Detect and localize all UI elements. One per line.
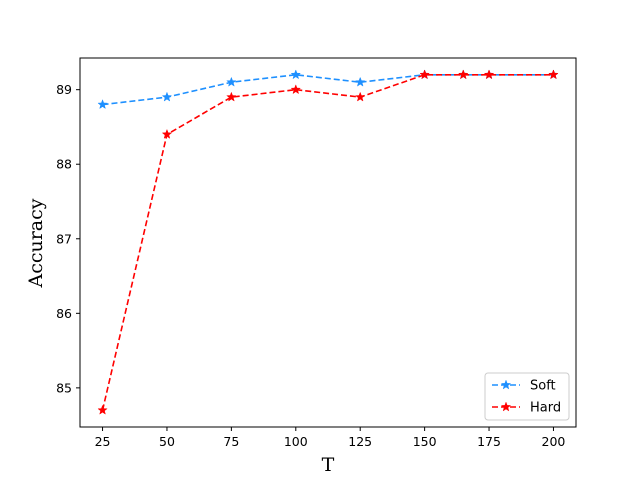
x-tick-label: 125: [348, 434, 372, 449]
series-hard: [97, 69, 559, 415]
x-tick-label: 150: [413, 434, 437, 449]
data-point-hard: [290, 84, 302, 95]
data-point-hard: [354, 91, 366, 102]
data-point-soft: [354, 76, 366, 87]
legend-label: Soft: [530, 379, 556, 394]
plot-area: [97, 69, 559, 415]
legend-swatch-marker: [500, 401, 512, 412]
data-point-soft: [226, 76, 237, 87]
data-point-hard: [226, 91, 237, 102]
data-point-hard: [458, 69, 469, 80]
data-point-soft: [290, 69, 302, 80]
x-axis-title: T: [322, 454, 335, 476]
y-tick-label: 86: [56, 306, 72, 321]
legend-item-soft: Soft: [492, 379, 556, 394]
legend-label: Hard: [530, 401, 561, 416]
x-axis: 25 50 75 100 125 150 175 200: [95, 427, 566, 449]
data-point-soft: [161, 91, 173, 102]
y-tick-label: 88: [56, 157, 72, 172]
data-point-soft: [97, 99, 108, 110]
series-line-soft: [102, 73, 554, 106]
y-axis: 85 86 87 88 89: [56, 82, 80, 395]
y-tick-label: 87: [56, 231, 72, 246]
data-point-hard: [419, 69, 430, 80]
y-tick-label: 85: [56, 380, 72, 395]
legend-swatch-marker: [500, 379, 512, 390]
x-tick-label: 175: [477, 434, 501, 449]
axes-frame: [79, 57, 577, 428]
x-tick-label: 50: [159, 434, 175, 449]
x-tick-label: 75: [223, 434, 239, 449]
data-point-hard: [548, 69, 559, 80]
x-tick-label: 200: [542, 434, 566, 449]
data-point-hard: [483, 69, 495, 80]
x-tick-label: 100: [284, 434, 308, 449]
data-point-hard: [161, 128, 173, 139]
y-tick-label: 89: [56, 82, 72, 97]
legend-item-hard: Hard: [492, 401, 561, 416]
x-tick-label: 25: [95, 434, 111, 449]
legend: Soft Hard: [484, 372, 570, 421]
y-axis-title: Accuracy: [25, 198, 47, 288]
data-point-hard: [97, 404, 108, 415]
